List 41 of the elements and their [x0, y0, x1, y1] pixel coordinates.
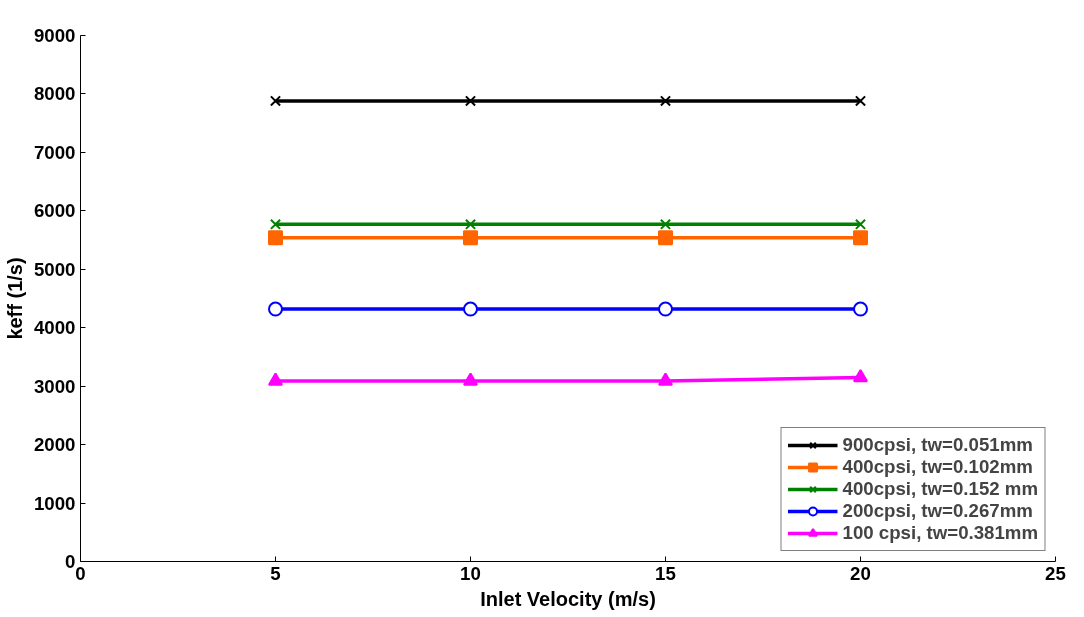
x-tick-label: 15 [655, 562, 676, 584]
y-tick-label: 9000 [34, 25, 76, 46]
point [268, 230, 283, 246]
legend-label: 900cpsi, tw=0.051mm [842, 434, 1033, 456]
y-tick-label: 1000 [34, 492, 76, 514]
x-tick-label: 20 [850, 562, 871, 584]
point [464, 95, 477, 107]
point [853, 301, 868, 317]
point [854, 218, 867, 230]
point [854, 95, 867, 107]
x-tick-label: 10 [460, 562, 481, 584]
point [464, 218, 477, 230]
legend-label: 400cpsi, tw=0.102mm [842, 456, 1033, 478]
y-tick-label: 7000 [34, 141, 76, 163]
y-axis-title: keff (1/s) [4, 257, 26, 340]
point [463, 372, 478, 386]
point [463, 301, 478, 317]
point [658, 230, 673, 246]
point [463, 230, 478, 246]
legend-label: 100 cpsi, tw=0.381mm [842, 522, 1038, 544]
point [268, 301, 283, 317]
point [268, 372, 283, 386]
y-tick-label: 5000 [34, 258, 76, 280]
y-tick-label: 3000 [34, 375, 76, 397]
point [659, 218, 672, 230]
point [853, 368, 868, 383]
y-tick-label: 8000 [34, 83, 76, 105]
y-tick-label: 6000 [34, 200, 76, 222]
x-tick-label: 5 [270, 562, 281, 584]
x-tick-label: 25 [1045, 562, 1066, 584]
point [658, 301, 673, 317]
legend-label: 400cpsi, tw=0.152 mm [842, 478, 1038, 500]
point [269, 95, 282, 107]
point [853, 230, 868, 246]
point [659, 95, 672, 107]
y-tick-label: 2000 [34, 434, 76, 456]
x-axis-title: Inlet Velocity (m/s) [480, 587, 656, 610]
legend-label: 200cpsi, tw=0.267mm [842, 500, 1033, 522]
point [269, 218, 282, 230]
y-tick-label: 4000 [34, 317, 76, 339]
point [658, 372, 673, 386]
